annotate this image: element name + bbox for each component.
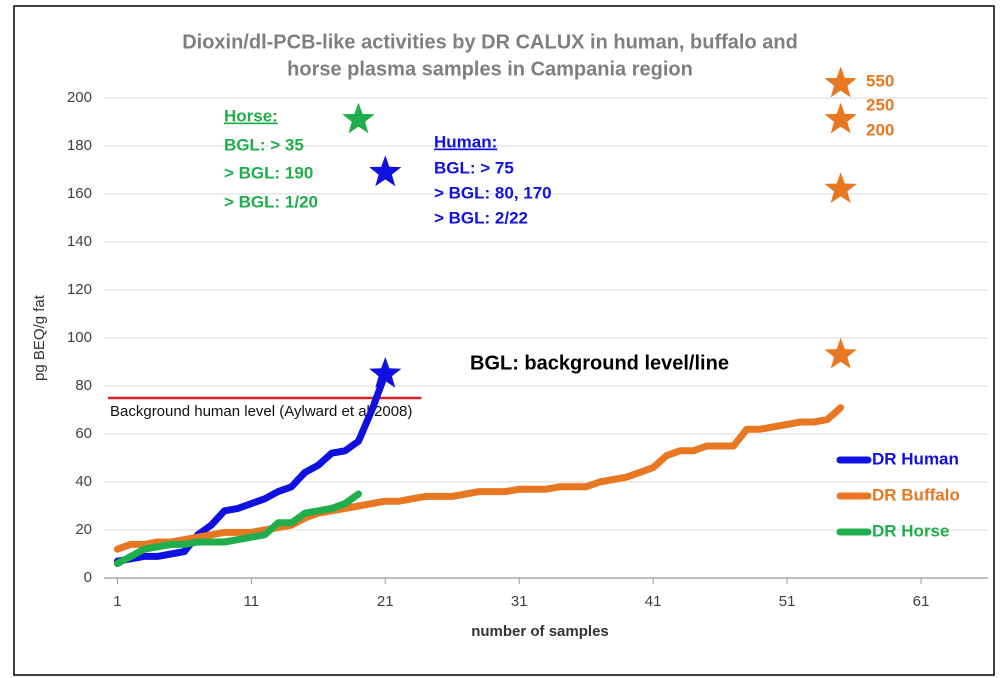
x-tick-label: 61 [913, 593, 930, 610]
star-marker [369, 155, 402, 187]
star-marker [369, 357, 402, 388]
annotation: BGL: background level/line [470, 352, 729, 374]
x-axis-label: number of samples [471, 623, 609, 640]
star-marker [824, 337, 857, 369]
annotation: 550 [866, 71, 894, 90]
y-tick-label: 120 [67, 281, 92, 298]
y-axis-label: pg BEQ/g fat [31, 294, 48, 381]
annotation: > BGL: 1/20 [224, 192, 318, 211]
annotation: BGL: > 75 [434, 158, 514, 177]
star-marker [824, 66, 857, 98]
y-tick-label: 140 [67, 233, 92, 250]
y-tick-label: 20 [75, 521, 92, 538]
annotation: Horse: [224, 106, 278, 125]
annotation: > BGL: 190 [224, 163, 313, 182]
chart-title: horse plasma samples in Campania region [287, 58, 693, 80]
legend-label: DR Buffalo [872, 485, 960, 504]
frame [13, 5, 995, 676]
star-marker [824, 172, 857, 203]
series-line [113, 404, 845, 553]
y-tick-label: 180 [67, 137, 92, 154]
y-tick-label: 200 [67, 89, 92, 106]
legend-label: DR Horse [872, 521, 949, 540]
legend-label: DR Human [872, 449, 959, 468]
y-tick-label: 60 [75, 425, 92, 442]
annotation: > BGL: 2/22 [434, 208, 528, 227]
y-tick-label: 40 [75, 473, 92, 490]
annotation: 200 [866, 120, 894, 139]
chart-title: Dioxin/dl-PCB-like activities by DR CALU… [182, 31, 798, 53]
annotation: BGL: > 35 [224, 135, 304, 154]
y-tick-label: 80 [75, 377, 92, 394]
annotation: 250 [866, 95, 894, 114]
series-line [113, 490, 362, 568]
y-tick-label: 160 [67, 185, 92, 202]
x-tick-label: 51 [779, 593, 796, 610]
x-tick-label: 1 [113, 593, 121, 610]
y-tick-label: 0 [84, 569, 92, 586]
annotation: Human: [434, 132, 497, 151]
reference-label: Background human level (Aylward et al 20… [110, 403, 412, 420]
annotation: > BGL: 80, 170 [434, 183, 552, 202]
x-tick-label: 11 [244, 593, 260, 610]
x-tick-label: 41 [645, 593, 662, 610]
x-tick-label: 31 [511, 593, 528, 610]
star-marker [824, 102, 857, 134]
y-tick-label: 100 [67, 329, 92, 346]
star-marker [342, 102, 375, 134]
x-tick-label: 21 [377, 593, 394, 610]
series-line [113, 370, 389, 565]
